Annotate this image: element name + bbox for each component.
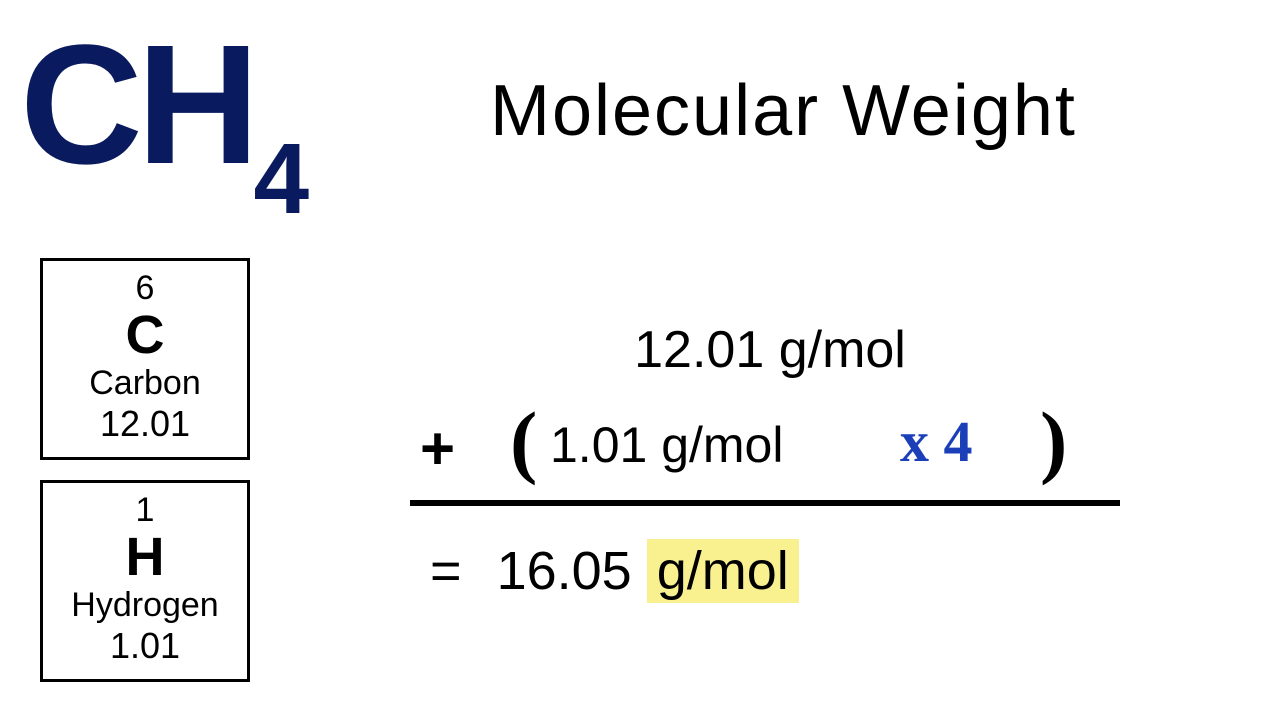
calc-term-hydrogen-row: + ( 1.01 g/mol x 4 ) bbox=[410, 408, 1130, 488]
plus-sign: + bbox=[420, 414, 455, 483]
element-box-hydrogen: 1 H Hydrogen 1.01 bbox=[40, 480, 250, 682]
paren-left: ( bbox=[510, 394, 537, 488]
element-symbol: C bbox=[43, 304, 247, 366]
page-title: Molecular Weight bbox=[490, 70, 1077, 152]
atomic-mass: 1.01 bbox=[43, 625, 247, 667]
atomic-mass: 12.01 bbox=[43, 403, 247, 445]
result-value: 16.05 bbox=[497, 541, 632, 601]
element-symbol: H bbox=[43, 526, 247, 588]
atomic-number: 6 bbox=[43, 269, 247, 308]
equals-sign: = bbox=[430, 540, 462, 602]
sum-rule bbox=[410, 500, 1120, 506]
paren-right: ) bbox=[1040, 394, 1067, 488]
element-name: Carbon bbox=[43, 364, 247, 403]
formula-base: CH bbox=[20, 20, 254, 190]
molecular-formula: CH4 bbox=[20, 20, 309, 190]
calc-result-row: = 16.05 g/mol bbox=[430, 540, 799, 602]
calc-term-carbon: 12.01 g/mol bbox=[410, 320, 1130, 380]
formula-subscript: 4 bbox=[254, 129, 310, 229]
element-name: Hydrogen bbox=[43, 586, 247, 625]
calc-term-hydrogen: 1.01 g/mol bbox=[550, 416, 783, 474]
element-box-carbon: 6 C Carbon 12.01 bbox=[40, 258, 250, 460]
calculation-block: 12.01 g/mol + ( 1.01 g/mol x 4 ) bbox=[410, 320, 1130, 488]
multiplier-handwritten: x 4 bbox=[900, 408, 973, 475]
result-unit-highlighted: g/mol bbox=[647, 539, 799, 603]
atomic-number: 1 bbox=[43, 491, 247, 530]
